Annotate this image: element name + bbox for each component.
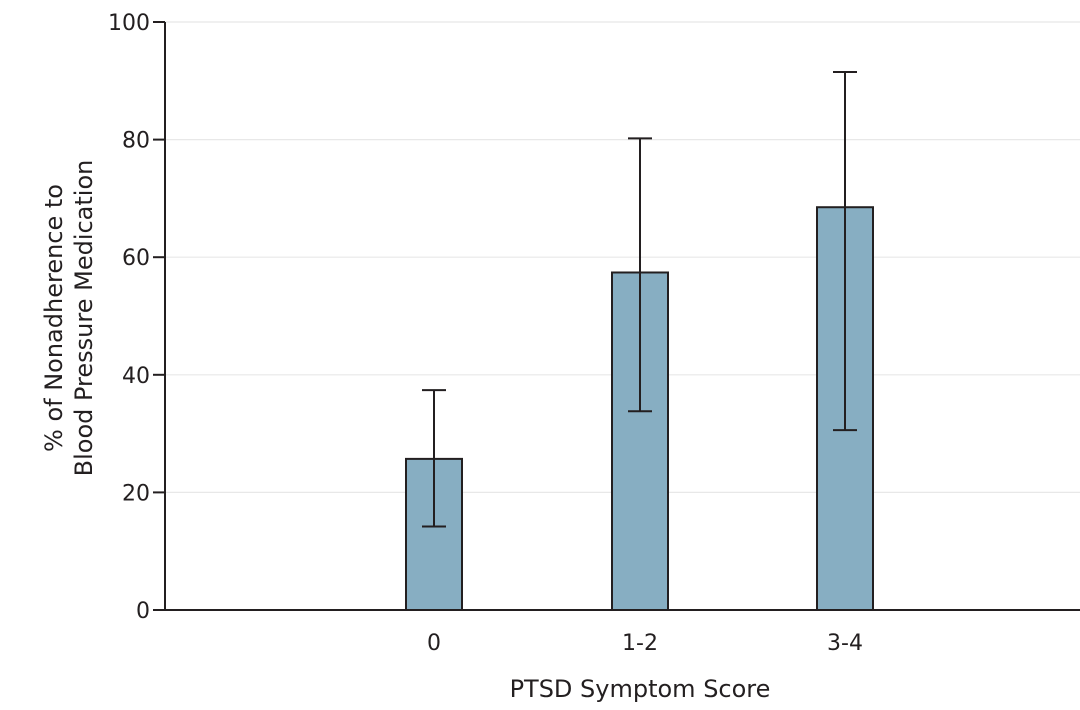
y-tick-label: 20	[122, 481, 150, 506]
error-bars	[422, 70, 857, 528]
y-tick-label: 80	[122, 129, 150, 154]
x-axis-title: PTSD Symptom Score	[510, 675, 771, 703]
x-tick-labels: 0 1-2 3-4	[427, 631, 863, 656]
x-tick-label: 3-4	[827, 631, 863, 656]
y-tick-label: 100	[108, 11, 150, 36]
y-tick-label: 60	[122, 246, 150, 271]
x-tick-label: 1-2	[622, 631, 658, 656]
y-tick-labels: 0 20 40 60 80 100	[108, 11, 150, 624]
y-axis-title-line2: Blood Pressure Medication	[70, 160, 98, 477]
axes	[153, 21, 1080, 611]
y-tick-label: 40	[122, 364, 150, 389]
y-tick-label: 0	[136, 599, 150, 624]
y-axis-title: % of Nonadherence to Blood Pressure Medi…	[40, 160, 98, 477]
x-tick-label: 0	[427, 631, 441, 656]
gridlines	[165, 21, 1080, 493]
y-axis-title-line1: % of Nonadherence to	[40, 184, 68, 452]
